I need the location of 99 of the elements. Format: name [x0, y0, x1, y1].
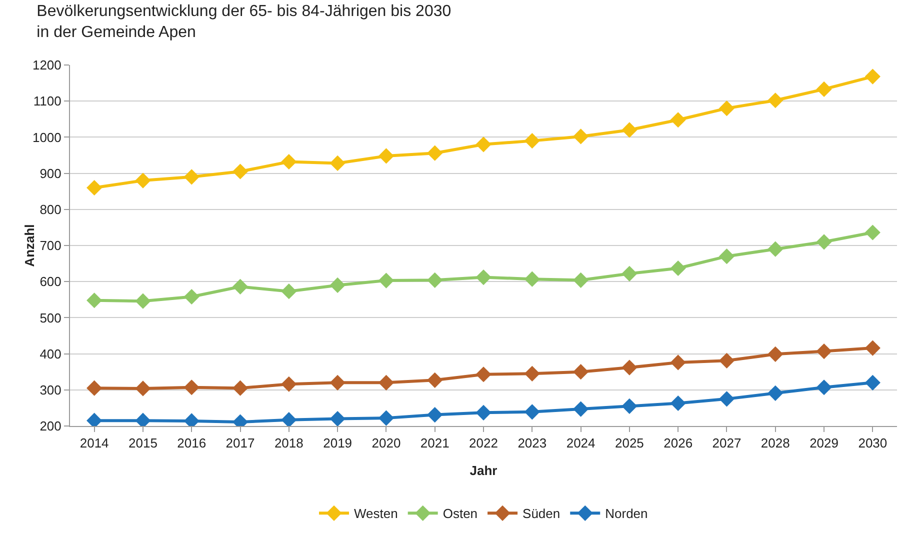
point — [572, 128, 589, 144]
y-tick-label: 1100 — [33, 94, 62, 109]
y-tick-label: 400 — [40, 346, 62, 362]
point — [476, 136, 492, 152]
legend-label: Westen — [354, 506, 398, 522]
legend-label: Norden — [605, 506, 648, 522]
point — [281, 376, 297, 392]
y-tick-label: 700 — [40, 238, 62, 254]
point — [476, 269, 492, 286]
point — [427, 407, 443, 423]
point — [768, 92, 784, 108]
y-tick-label: 900 — [40, 166, 62, 181]
x-tick-label: 2017 — [226, 436, 255, 451]
x-tick-label: 2027 — [712, 436, 742, 451]
point — [378, 148, 394, 164]
point — [864, 340, 880, 356]
x-tick-label: 2018 — [274, 436, 304, 451]
point — [768, 346, 784, 362]
point — [816, 81, 832, 97]
point — [864, 68, 880, 84]
x-tick-label: 2025 — [614, 436, 644, 451]
point — [330, 155, 346, 171]
point — [864, 374, 880, 390]
x-tick-label: 2016 — [177, 436, 206, 451]
point — [622, 122, 638, 138]
point — [670, 395, 686, 412]
y-tick-label: 800 — [40, 202, 62, 217]
point — [476, 366, 492, 382]
y-tick-label: 1200 — [32, 58, 62, 73]
chart-title: Bevölkerungsentwicklung der 65- bis 84-Jährigen bis 2030 in der Gemeinde Apen — [36, 3, 452, 41]
point — [572, 401, 589, 417]
point — [864, 224, 880, 240]
point — [330, 410, 346, 426]
point — [330, 374, 346, 390]
point — [622, 398, 638, 414]
point — [281, 412, 297, 426]
point — [330, 277, 346, 294]
x-tick-label: 2021 — [420, 436, 450, 451]
point — [718, 352, 735, 368]
point — [232, 380, 248, 396]
point — [86, 292, 102, 308]
x-tick-label: 2029 — [810, 436, 838, 451]
x-tick-label: 2020 — [372, 436, 401, 451]
y-tick-label: 200 — [40, 418, 62, 434]
point — [524, 366, 540, 382]
x-tick-label: 2022 — [469, 436, 498, 451]
point — [718, 391, 735, 407]
point — [670, 112, 686, 128]
point — [86, 380, 102, 396]
legend-label: Osten — [442, 506, 478, 522]
x-tick-label: 2023 — [518, 436, 547, 451]
point — [232, 164, 248, 180]
point — [816, 343, 832, 360]
point — [718, 100, 735, 116]
x-tick-label: 2028 — [760, 436, 790, 451]
point — [816, 234, 832, 250]
legend-label: Süden — [522, 506, 560, 522]
point — [184, 380, 200, 396]
point — [670, 260, 686, 276]
y-tick-label: 600 — [40, 274, 62, 290]
point — [622, 360, 638, 376]
point — [572, 272, 589, 288]
point — [622, 266, 638, 282]
x-tick-label: 2026 — [664, 436, 693, 451]
point — [427, 272, 443, 288]
x-axis-title: Jahr — [470, 463, 498, 478]
point — [281, 284, 297, 300]
point — [281, 154, 297, 170]
point — [524, 404, 540, 420]
y-tick-label: 1000 — [32, 130, 62, 145]
point — [524, 271, 540, 287]
point — [135, 293, 151, 309]
point — [427, 372, 443, 388]
x-tick-label: 2015 — [128, 436, 158, 451]
point — [86, 180, 102, 196]
point — [184, 288, 200, 305]
point — [135, 172, 151, 188]
point — [135, 380, 151, 396]
point — [378, 374, 394, 390]
y-tick-label: 500 — [40, 310, 62, 326]
point — [768, 241, 784, 257]
y-tick-label: 300 — [40, 382, 62, 398]
y-axis-title: Anzahl — [22, 224, 37, 267]
point — [378, 410, 394, 426]
point — [427, 145, 443, 161]
point — [378, 272, 394, 288]
point — [768, 385, 784, 401]
point — [816, 380, 832, 396]
point — [670, 354, 686, 370]
point — [524, 133, 540, 149]
x-tick-label: 2030 — [858, 436, 888, 451]
x-tick-label: 2019 — [323, 436, 352, 451]
x-tick-label: 2014 — [80, 436, 109, 451]
point — [718, 248, 735, 264]
point — [184, 169, 200, 185]
point — [232, 278, 248, 294]
point — [572, 364, 589, 380]
x-tick-label: 2024 — [566, 436, 596, 451]
point — [476, 404, 492, 420]
